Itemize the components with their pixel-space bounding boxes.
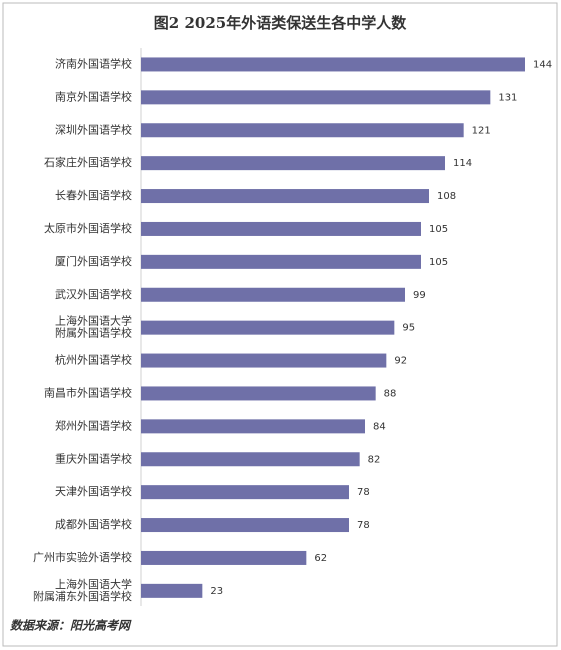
category-label: 深圳外国语学校: [55, 122, 132, 136]
category-label: 济南外国语学校: [55, 56, 132, 70]
bar: [141, 57, 525, 72]
bar: [141, 353, 387, 368]
category-label: 厦门外国语学校: [55, 254, 132, 268]
value-label: 82: [368, 454, 381, 465]
source-note: 数据来源：阳光高考网: [10, 619, 132, 633]
category-label: 南京外国语学校: [55, 89, 132, 103]
value-label: 78: [357, 487, 370, 498]
chart-title: 图2 2025年外语类保送生各中学人数: [154, 14, 407, 32]
bar: [141, 254, 421, 269]
bar: [141, 550, 307, 565]
bar: [141, 189, 429, 204]
category-label: 太原市外国语学校: [44, 221, 132, 235]
category-label: 石家庄外国语学校: [44, 155, 132, 169]
bar: [141, 583, 203, 598]
bar: [141, 320, 395, 335]
bar: [141, 221, 421, 236]
value-label: 144: [533, 59, 552, 70]
value-label: 99: [413, 290, 426, 301]
category-label: 重庆外国语学校: [55, 451, 132, 465]
category-label: 上海外国语大学附属外国语学校: [55, 314, 132, 340]
category-label: 广州市实验外语学校: [33, 550, 132, 564]
value-label: 95: [402, 323, 415, 334]
value-label: 131: [498, 92, 517, 103]
category-label: 长春外国语学校: [55, 188, 132, 202]
category-label: 上海外国语大学附属浦东外国语学校: [33, 577, 132, 603]
bar: [141, 518, 349, 533]
bar: [141, 419, 365, 434]
category-label: 南昌市外国语学校: [44, 385, 132, 399]
value-label: 62: [314, 553, 327, 564]
value-label: 105: [429, 224, 448, 235]
bar: [141, 452, 360, 467]
value-label: 92: [394, 356, 407, 367]
category-label: 天津外国语学校: [55, 484, 132, 498]
bar: [141, 386, 376, 401]
category-label: 杭州外国语学校: [55, 353, 132, 367]
value-label: 108: [437, 191, 456, 202]
value-label: 84: [373, 421, 386, 432]
bar: [141, 287, 405, 302]
value-label: 78: [357, 520, 370, 531]
category-label: 郑州外国语学校: [55, 418, 132, 432]
bar: [141, 123, 464, 138]
value-label: 88: [384, 388, 397, 399]
value-label: 114: [453, 158, 472, 169]
bar: [141, 485, 349, 500]
bar: [141, 90, 491, 105]
value-label: 23: [210, 586, 223, 597]
value-label: 121: [472, 125, 491, 136]
category-label: 武汉外国语学校: [55, 287, 132, 301]
value-label: 105: [429, 257, 448, 268]
bar: [141, 156, 445, 171]
category-label: 成都外国语学校: [55, 517, 132, 531]
